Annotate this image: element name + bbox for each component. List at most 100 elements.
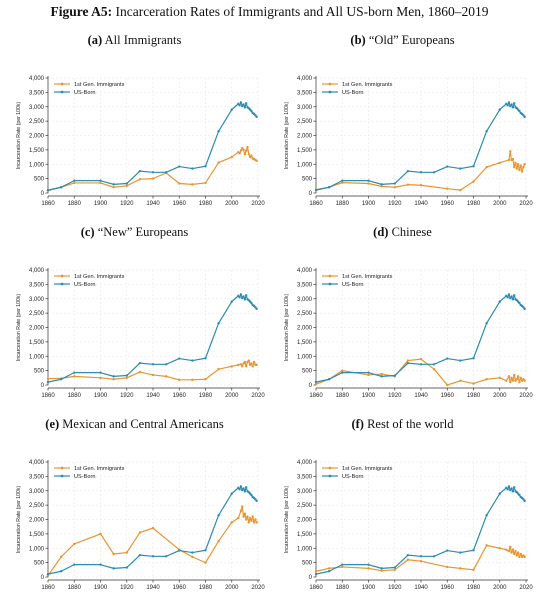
y-tick-label: 3,000 — [29, 489, 45, 495]
legend-b: 1st Gen. Immigrants US-Born — [322, 82, 393, 96]
data-point-usborn — [506, 296, 509, 299]
data-point-immigrants — [138, 370, 142, 374]
x-tick-label: 1940 — [414, 585, 428, 591]
data-point-usborn — [241, 296, 244, 300]
data-point-usborn — [406, 169, 410, 173]
x-tick-label: 1920 — [388, 585, 402, 591]
data-point-usborn — [485, 513, 488, 517]
panel-title-text-c: “New” Europeans — [97, 225, 189, 239]
data-point-usborn — [46, 380, 50, 384]
y-tick-label: 1,000 — [297, 354, 313, 360]
data-point-usborn — [518, 301, 521, 305]
gridlines-c — [47, 269, 259, 386]
legend-label-usborn: US-Born — [342, 282, 363, 288]
data-point-immigrants — [59, 555, 63, 559]
x-tick-label: 1920 — [388, 201, 402, 207]
data-point-usborn — [419, 171, 423, 174]
x-tick-label: 1960 — [441, 201, 455, 207]
y-tick-label: 1,500 — [29, 148, 45, 154]
data-point-usborn — [509, 104, 512, 108]
data-point-usborn — [459, 551, 462, 554]
panel-tag-a: (a) — [87, 33, 103, 47]
y-tick-label: 1,500 — [297, 148, 313, 154]
y-tick-label: 500 — [302, 177, 313, 183]
data-point-usborn — [507, 101, 511, 104]
x-tick-label: 1940 — [146, 201, 160, 207]
legend-marker-immigrants — [328, 274, 332, 278]
panel-tag-b: (b) — [350, 33, 366, 47]
y-tick-label: 1,500 — [297, 532, 313, 538]
data-point-immigrants — [242, 148, 245, 152]
legend-marker-immigrants — [328, 466, 332, 470]
y-tick-label: 500 — [34, 561, 45, 567]
data-point-usborn — [204, 549, 207, 552]
y-tick-label: 1,500 — [29, 340, 45, 346]
y-tick-label: 0 — [309, 575, 313, 581]
data-point-usborn — [238, 104, 241, 107]
data-point-immigrants — [248, 516, 252, 520]
series-line-usborn-d — [315, 293, 526, 383]
data-point-usborn — [314, 380, 318, 384]
x-tick-label: 2000 — [493, 393, 507, 399]
legend-label-immigrants: 1st Gen. Immigrants — [74, 82, 125, 88]
data-point-usborn — [498, 108, 501, 111]
legend-f: 1st Gen. Immigrants US-Born — [322, 466, 393, 480]
data-point-immigrants — [242, 515, 245, 518]
data-point-immigrants — [514, 161, 517, 165]
data-point-usborn — [230, 108, 233, 111]
data-point-usborn — [419, 363, 423, 366]
data-point-immigrants — [164, 375, 168, 378]
y-tick-label: 3,500 — [29, 474, 45, 480]
legend-a: 1st Gen. Immigrants US-Born — [54, 82, 125, 96]
series-line-immigrants-a — [47, 146, 258, 192]
data-point-immigrants — [472, 568, 475, 572]
data-point-usborn — [472, 549, 475, 552]
data-point-immigrants — [512, 373, 516, 377]
y-axis-title-e: Incarceration Rate (per 100k) — [16, 485, 22, 553]
data-point-usborn — [255, 307, 258, 311]
data-point-immigrants — [246, 145, 249, 149]
data-point-usborn — [151, 363, 155, 366]
data-point-immigrants — [380, 569, 383, 572]
data-point-usborn — [510, 103, 513, 106]
data-point-immigrants — [112, 378, 115, 381]
data-point-usborn — [393, 182, 396, 185]
legend-label-usborn: US-Born — [342, 474, 363, 480]
data-point-usborn — [244, 486, 248, 489]
data-point-immigrants — [510, 551, 513, 554]
x-tick-label: 1920 — [120, 201, 134, 207]
y-tick-label: 2,500 — [297, 119, 313, 125]
y-axis-title-c: Incarceration Rate (per 100k) — [16, 293, 22, 361]
x-tick-label: 1860 — [41, 201, 55, 207]
data-point-usborn — [230, 492, 233, 495]
data-point-immigrants — [252, 521, 256, 524]
data-point-usborn — [239, 101, 243, 104]
y-tick-label: 2,500 — [29, 119, 45, 125]
data-point-usborn — [73, 563, 76, 566]
data-point-immigrants — [125, 376, 128, 380]
x-tick-label: 1860 — [41, 585, 55, 591]
legend-marker-immigrants — [60, 466, 64, 470]
data-point-usborn — [393, 566, 396, 569]
legend-marker-immigrants — [60, 274, 64, 278]
legend-label-immigrants: 1st Gen. Immigrants — [74, 466, 125, 472]
x-tick-label: 1860 — [309, 201, 323, 207]
data-point-immigrants — [498, 376, 501, 380]
data-point-usborn — [512, 486, 516, 489]
data-point-immigrants — [112, 552, 115, 556]
y-axis-title-a: Incarceration Rate (per 100k) — [16, 101, 22, 169]
data-point-usborn — [367, 179, 370, 182]
x-tick-label: 1880 — [336, 393, 350, 399]
data-point-immigrants — [511, 379, 515, 382]
data-point-immigrants — [459, 567, 462, 570]
data-point-usborn — [419, 555, 423, 558]
data-point-usborn — [191, 359, 194, 362]
data-point-usborn — [327, 570, 331, 573]
data-point-usborn — [523, 499, 526, 503]
data-point-usborn — [241, 104, 244, 108]
x-tick-label: 1860 — [309, 393, 323, 399]
data-point-usborn — [238, 296, 241, 299]
data-point-usborn — [498, 492, 501, 495]
data-point-usborn — [243, 106, 247, 109]
data-point-immigrants — [99, 376, 102, 380]
